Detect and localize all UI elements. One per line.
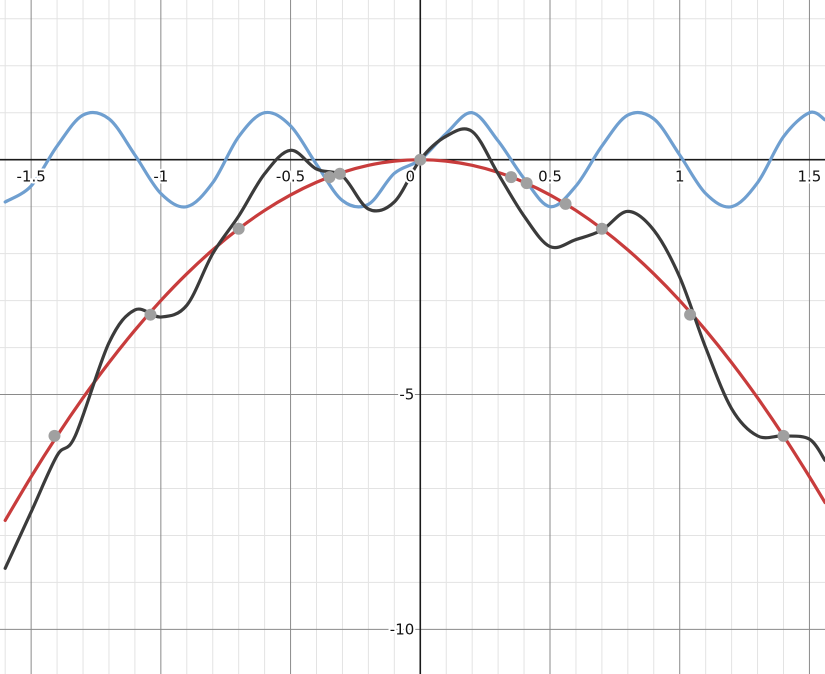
intersection-point — [559, 197, 572, 210]
y-tick-label: -5 — [399, 386, 414, 404]
tick-labels: -1.5 -1 -0.5 0 0.5 1 1.5 -5 -10 — [14, 166, 823, 641]
intersection-point — [144, 308, 157, 321]
intersection-point — [323, 171, 336, 184]
curves — [3, 110, 825, 570]
intersection-point — [520, 177, 533, 190]
intersection-points — [48, 153, 790, 442]
x-tick-label: 0.5 — [538, 168, 562, 186]
x-tick-label: -0.5 — [276, 168, 305, 186]
intersection-point — [684, 308, 697, 321]
x-tick-label: 0 — [406, 168, 416, 186]
intersection-point — [595, 222, 608, 235]
intersection-point — [505, 171, 518, 184]
x-tick-label: 1 — [675, 168, 685, 186]
x-tick-label: 1.5 — [798, 168, 822, 186]
intersection-point — [414, 153, 427, 166]
y-tick-label: -10 — [390, 620, 415, 638]
x-tick-label: -1 — [153, 168, 168, 186]
intersection-point — [333, 167, 346, 180]
intersection-point — [232, 222, 245, 235]
intersection-point — [48, 429, 61, 442]
series-line-3 — [3, 127, 825, 570]
intersection-point — [777, 429, 790, 442]
x-tick-label: -1.5 — [16, 168, 45, 186]
